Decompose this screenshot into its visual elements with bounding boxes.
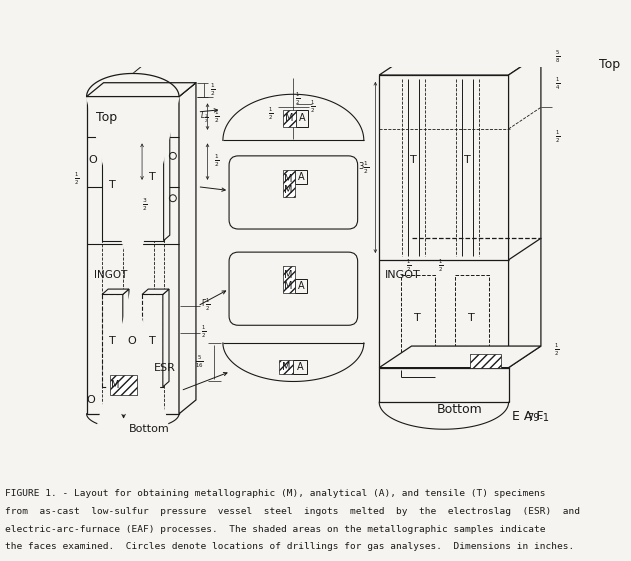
Text: 79-1: 79-1 (527, 413, 549, 422)
Text: $\frac{1}{4}$: $\frac{1}{4}$ (555, 76, 560, 93)
Bar (296, 109, 308, 127)
Bar (283, 109, 296, 127)
Text: O: O (127, 335, 136, 346)
Text: $\frac{1}{2}$: $\frac{1}{2}$ (553, 342, 559, 358)
Text: $\frac{1}{2}$: $\frac{1}{2}$ (215, 108, 220, 125)
Text: T: T (411, 155, 417, 165)
Bar (102, 129, 123, 241)
Text: A: A (298, 281, 304, 291)
Text: $3\frac{1}{2}$: $3\frac{1}{2}$ (358, 159, 369, 176)
Text: $\frac{1}{2}$: $\frac{1}{2}$ (215, 153, 220, 169)
Polygon shape (102, 123, 129, 129)
Polygon shape (179, 82, 196, 414)
Text: $\frac{1}{2}$: $\frac{1}{2}$ (310, 99, 316, 114)
Text: T: T (109, 180, 116, 190)
Bar (280, 360, 293, 374)
Polygon shape (102, 289, 129, 295)
Text: T: T (149, 335, 155, 346)
Text: E A F: E A F (512, 410, 544, 422)
Text: $\frac{1}{2}$: $\frac{1}{2}$ (201, 323, 206, 339)
Polygon shape (223, 94, 364, 426)
Bar (142, 295, 163, 387)
Bar (86, 96, 179, 414)
Text: electric-arc-furnace (EAF) processes.  The shaded areas on the metallographic sa: electric-arc-furnace (EAF) processes. Th… (5, 525, 546, 534)
Text: $\frac{1}{2}$: $\frac{1}{2}$ (406, 258, 411, 274)
Text: T: T (468, 312, 475, 323)
Text: Bottom: Bottom (129, 424, 170, 434)
Text: Top: Top (96, 111, 117, 124)
Text: from  as-cast  low-sulfur  pressure  vessel  steel  ingots  melted  by  the  ele: from as-cast low-sulfur pressure vessel … (5, 508, 580, 517)
Text: T: T (109, 335, 116, 346)
Text: M: M (285, 185, 293, 195)
Text: $\Gamma\frac{1}{2}$: $\Gamma\frac{1}{2}$ (201, 296, 210, 312)
Text: $\frac{3}{2}$: $\frac{3}{2}$ (142, 196, 148, 213)
Text: Top: Top (599, 58, 620, 71)
Bar (401, 275, 435, 360)
Polygon shape (163, 289, 169, 387)
Text: A: A (297, 362, 304, 372)
Polygon shape (379, 346, 541, 367)
Text: $\frac{1}{2}$: $\frac{1}{2}$ (295, 91, 301, 107)
Polygon shape (123, 289, 129, 387)
Text: A: A (298, 113, 305, 123)
Text: M: M (111, 380, 119, 389)
FancyBboxPatch shape (229, 156, 358, 229)
Text: T: T (149, 172, 155, 182)
Text: INGOT: INGOT (94, 270, 127, 280)
Bar (379, 367, 509, 402)
Text: M: M (285, 113, 294, 123)
Text: M: M (285, 270, 293, 280)
Polygon shape (123, 123, 129, 241)
Text: INGOT: INGOT (386, 270, 421, 280)
Text: $\frac{1}{2}$: $\frac{1}{2}$ (438, 258, 444, 274)
Text: $\frac{1}{2}$: $\frac{1}{2}$ (555, 128, 560, 145)
Polygon shape (223, 343, 364, 381)
Text: O: O (87, 395, 96, 405)
Polygon shape (86, 73, 179, 470)
Bar (110, 375, 137, 394)
Polygon shape (86, 82, 196, 96)
Polygon shape (86, 153, 179, 429)
Polygon shape (141, 108, 170, 113)
Text: FIGURE 1. - Layout for obtaining metallographic (M), analytical (A), and tensile: FIGURE 1. - Layout for obtaining metallo… (5, 490, 546, 499)
Bar (295, 279, 307, 293)
Text: $\frac{1}{2}$: $\frac{1}{2}$ (74, 171, 79, 187)
Text: ESR: ESR (153, 362, 175, 373)
Polygon shape (509, 53, 541, 367)
Text: the faces examined.  Circles denote locations of drillings for gas analyses.  Di: the faces examined. Circles denote locat… (5, 542, 574, 551)
Bar (470, 354, 501, 367)
Text: M: M (282, 362, 291, 372)
Text: $\frac{1}{2}$: $\frac{1}{2}$ (268, 105, 273, 122)
Polygon shape (142, 289, 169, 295)
Bar (102, 295, 123, 387)
Bar (293, 360, 307, 374)
Text: A: A (298, 172, 304, 182)
Bar (141, 113, 163, 241)
Polygon shape (379, 53, 541, 75)
Bar (455, 275, 489, 360)
Bar (283, 266, 295, 293)
Bar (295, 170, 307, 183)
Text: $\frac{5}{8}$: $\frac{5}{8}$ (555, 49, 560, 66)
FancyBboxPatch shape (229, 252, 358, 325)
Text: M: M (285, 174, 293, 184)
Bar (379, 75, 509, 367)
Text: T: T (415, 312, 421, 323)
Text: Bottom: Bottom (437, 403, 482, 416)
Text: M: M (285, 281, 293, 291)
Text: $\frac{1}{2}$: $\frac{1}{2}$ (210, 81, 216, 98)
Text: $\frac{5}{16}$: $\frac{5}{16}$ (196, 354, 204, 370)
Text: $L_{\frac{1}{2}}$: $L_{\frac{1}{2}}$ (200, 110, 208, 125)
Text: O: O (88, 155, 97, 165)
Polygon shape (163, 108, 170, 241)
Bar (283, 170, 295, 197)
Polygon shape (379, 164, 509, 429)
Text: T: T (464, 155, 471, 165)
